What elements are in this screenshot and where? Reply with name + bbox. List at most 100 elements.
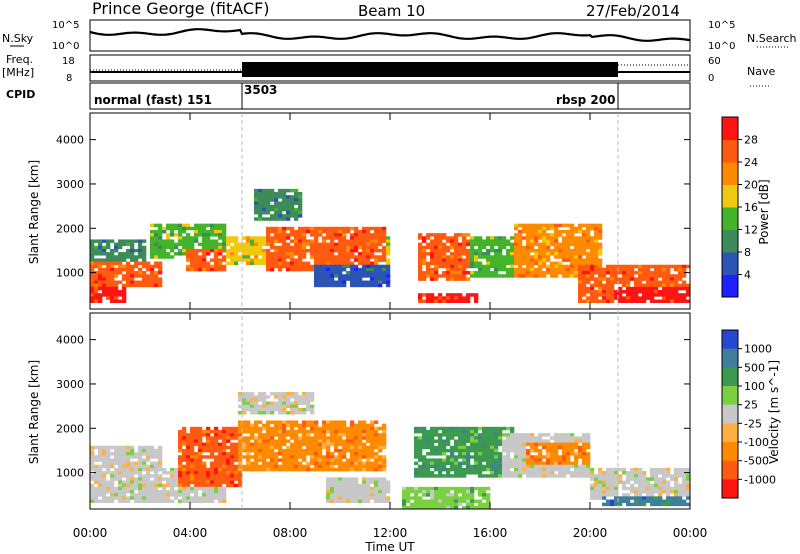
heatmap-cell bbox=[138, 283, 143, 288]
heatmap-cell bbox=[242, 245, 247, 250]
heatmap-cell bbox=[330, 493, 335, 497]
heatmap-cell bbox=[214, 486, 219, 491]
heatmap-cell bbox=[518, 239, 523, 243]
heatmap-cell bbox=[582, 448, 587, 453]
heatmap-cell bbox=[606, 277, 611, 281]
heatmap-cell bbox=[358, 423, 363, 428]
heatmap-cell bbox=[122, 461, 127, 466]
heatmap-cell bbox=[114, 261, 119, 266]
heatmap-cell bbox=[202, 248, 207, 253]
heatmap-cell bbox=[182, 436, 187, 440]
heatmap-cell bbox=[382, 439, 387, 443]
heatmap-cell bbox=[438, 433, 443, 437]
heatmap-cell bbox=[326, 480, 331, 485]
heatmap-cell bbox=[454, 245, 459, 250]
heatmap-cell bbox=[474, 433, 479, 437]
nave-tick-bottom: 0 bbox=[708, 73, 714, 84]
heatmap-cell bbox=[214, 226, 219, 231]
colorbar-swatch bbox=[722, 207, 738, 230]
heatmap-cell bbox=[338, 429, 343, 434]
heatmap-cell bbox=[582, 261, 587, 266]
heatmap-cell bbox=[238, 404, 243, 409]
heatmap-cell bbox=[258, 467, 263, 472]
heatmap-cell bbox=[482, 464, 487, 469]
heatmap-cell bbox=[426, 233, 431, 237]
heatmap-cell bbox=[106, 483, 111, 488]
heatmap-cell bbox=[558, 229, 563, 234]
heatmap-cell bbox=[466, 445, 471, 450]
heatmap-cell bbox=[462, 505, 467, 510]
heatmap-cell bbox=[486, 255, 491, 259]
heatmap-cell bbox=[138, 455, 143, 459]
heatmap-cell bbox=[566, 255, 571, 259]
heatmap-cell bbox=[350, 283, 355, 288]
heatmap-cell bbox=[314, 277, 319, 281]
heatmap-cell bbox=[434, 474, 439, 478]
heatmap-cell bbox=[98, 245, 103, 250]
heatmap-cell bbox=[290, 461, 295, 466]
heatmap-cell bbox=[462, 248, 467, 253]
heatmap-cell bbox=[582, 248, 587, 253]
heatmap-cell bbox=[366, 258, 371, 262]
heatmap-cell bbox=[318, 252, 323, 256]
heatmap-cell bbox=[374, 283, 379, 288]
heatmap-cell bbox=[594, 477, 599, 481]
heatmap-cell bbox=[302, 255, 307, 259]
heatmap-cell bbox=[646, 280, 651, 285]
heatmap-cell bbox=[266, 433, 271, 437]
heatmap-cell bbox=[442, 452, 447, 456]
heatmap-cell bbox=[582, 252, 587, 256]
heatmap-cell bbox=[270, 214, 275, 218]
heatmap-cell bbox=[366, 236, 371, 240]
heatmap-cell bbox=[338, 239, 343, 243]
heatmap-cell bbox=[562, 258, 567, 262]
heatmap-cell bbox=[266, 464, 271, 469]
heatmap-cell bbox=[518, 467, 523, 472]
heatmap-cell bbox=[326, 245, 331, 250]
heatmap-cell bbox=[154, 455, 159, 459]
heatmap-cell bbox=[122, 293, 127, 297]
heatmap-cell bbox=[126, 455, 131, 459]
heatmap-cell bbox=[362, 226, 367, 231]
heatmap-cell bbox=[582, 290, 587, 294]
heatmap-cell bbox=[478, 493, 483, 497]
heatmap-cell bbox=[654, 483, 659, 488]
heatmap-cell bbox=[474, 264, 479, 269]
heatmap-cell bbox=[666, 474, 671, 478]
heatmap-cell bbox=[582, 258, 587, 262]
heatmap-cell bbox=[94, 496, 99, 500]
heatmap-cell bbox=[602, 277, 607, 281]
heatmap-cell bbox=[278, 236, 283, 240]
heatmap-cell bbox=[194, 239, 199, 243]
heatmap-cell bbox=[366, 499, 371, 503]
heatmap-cell bbox=[574, 455, 579, 459]
heatmap-cell bbox=[206, 493, 211, 497]
heatmap-cell bbox=[342, 258, 347, 262]
heatmap-cell bbox=[154, 490, 159, 494]
heatmap-cell bbox=[250, 401, 255, 405]
heatmap-cell bbox=[678, 502, 683, 507]
heatmap-cell bbox=[238, 455, 243, 459]
heatmap-cell bbox=[126, 261, 131, 266]
heatmap-cell bbox=[218, 490, 223, 494]
heatmap-cell bbox=[238, 433, 243, 437]
heatmap-cell bbox=[538, 255, 543, 259]
heatmap-cell bbox=[634, 496, 639, 500]
heatmap-cell bbox=[330, 242, 335, 247]
heatmap-cell bbox=[518, 439, 523, 443]
heatmap-cell bbox=[374, 233, 379, 237]
heatmap-cell bbox=[618, 499, 623, 503]
heatmap-cell bbox=[674, 286, 679, 291]
heatmap-cell bbox=[318, 280, 323, 285]
heatmap-cell bbox=[274, 452, 279, 456]
heatmap-cell bbox=[114, 271, 119, 275]
heatmap-cell bbox=[458, 461, 463, 466]
heatmap-cell bbox=[662, 283, 667, 288]
heatmap-cell bbox=[350, 461, 355, 466]
heatmap-cell bbox=[686, 299, 691, 303]
colorbar-swatch bbox=[722, 184, 738, 208]
heatmap-cell bbox=[418, 277, 423, 281]
heatmap-cell bbox=[650, 280, 655, 285]
heatmap-cell bbox=[414, 474, 419, 478]
heatmap-cell bbox=[174, 223, 179, 228]
